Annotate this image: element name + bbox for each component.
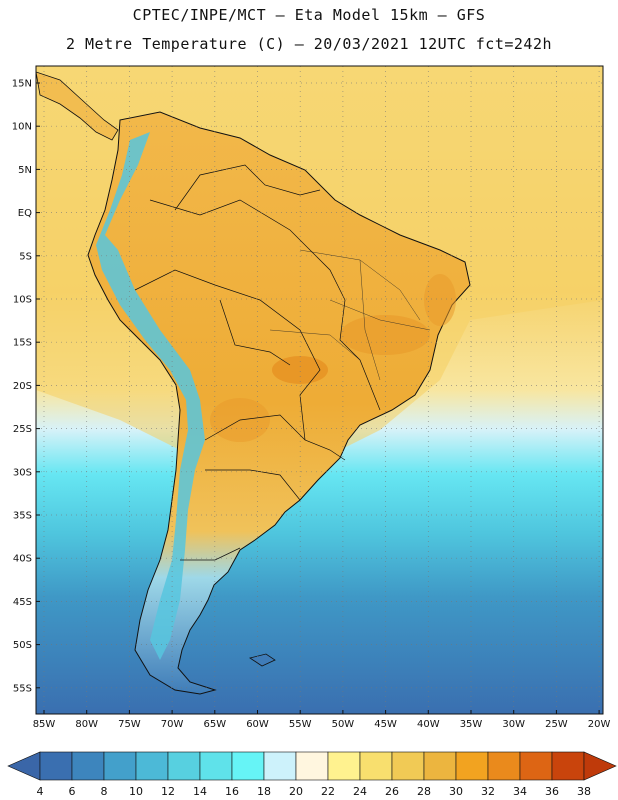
lat-label: 5S [19,251,32,262]
map-title: CPTEC/INPE/MCT – Eta Model 15km – GFS [132,6,486,24]
colorbar-tick-label: 12 [161,785,175,798]
lat-label: 30S [13,467,32,478]
lat-label: 50S [13,640,32,651]
lat-label: 25S [13,424,32,435]
colorbar-swatch [103,751,137,781]
colorbar-swatch [71,751,105,781]
map-frame [35,65,604,715]
lon-label: 20W [588,719,611,730]
lon-label: 75W [118,719,141,730]
colorbar-tick-label: 18 [257,785,271,798]
lon-label: 45W [374,719,397,730]
colorbar-swatch [39,751,73,781]
colorbar-tick-label: 6 [69,785,76,798]
colorbar-tick-label: 16 [225,785,239,798]
andes-ridge [96,132,205,660]
lat-label: EQ [18,208,32,219]
colorbar-tick-label: 24 [353,785,367,798]
colorbar-tick-label: 22 [321,785,335,798]
lon-label: 80W [75,719,98,730]
colorbar-tick-label: 4 [37,785,44,798]
colorbar-tick-label: 36 [545,785,559,798]
map-subtitle: 2 Metre Temperature (C) – 20/03/2021 12U… [65,35,553,53]
colorbar-tick-label: 8 [101,785,108,798]
colorbar-tick-label: 10 [129,785,143,798]
lon-label: 55W [289,719,312,730]
colorbar-swatch [455,751,489,781]
lat-label: 15S [13,338,32,349]
colorbar: 4 6 8 10 12 14 16 18 20 22 24 26 28 30 32 34 36 38 [7,751,617,798]
colorbar-tick-label: 26 [385,785,399,798]
colorbar-tick-label: 14 [193,785,207,798]
colorbar-swatch [519,751,553,781]
colorbar-tick-label: 38 [577,785,591,798]
colorbar-swatch [263,751,297,781]
colorbar-tick-label: 20 [289,785,303,798]
lon-label: 40W [417,719,440,730]
colorbar-swatch [199,751,233,781]
lat-label: 40S [13,554,32,565]
lat-label: 10N [12,122,32,133]
lon-label: 60W [246,719,269,730]
lat-label: 35S [13,511,32,522]
colorbar-tick-label: 32 [481,785,495,798]
colorbar-swatch [295,751,329,781]
lon-label: 30W [502,719,525,730]
colorbar-swatch [487,751,521,781]
lon-label: 50W [332,719,355,730]
colorbar-tick-label: 28 [417,785,431,798]
lon-label: 85W [33,719,56,730]
colorbar-underflow-arrow [7,751,41,781]
lat-label: 55S [13,683,32,694]
colorbar-overflow-arrow [583,751,617,781]
colorbar-swatch [359,751,393,781]
lat-label: 15N [12,79,32,90]
colorbar-tick-label: 30 [449,785,463,798]
colorbar-swatch [135,751,169,781]
lat-label: 45S [13,597,32,608]
colorbar-swatch [327,751,361,781]
colorbar-tick-label: 34 [513,785,527,798]
colorbar-swatch [551,751,585,781]
lon-label: 70W [161,719,184,730]
colorbar-swatch [231,751,265,781]
lon-label: 65W [203,719,226,730]
lat-label: 5N [18,165,32,176]
colorbar-swatch [391,751,425,781]
lon-label: 35W [460,719,483,730]
colorbar-swatch [167,751,201,781]
lat-label: 20S [13,381,32,392]
lon-label: 25W [545,719,568,730]
lat-label: 10S [13,295,32,306]
colorbar-swatch [423,751,457,781]
